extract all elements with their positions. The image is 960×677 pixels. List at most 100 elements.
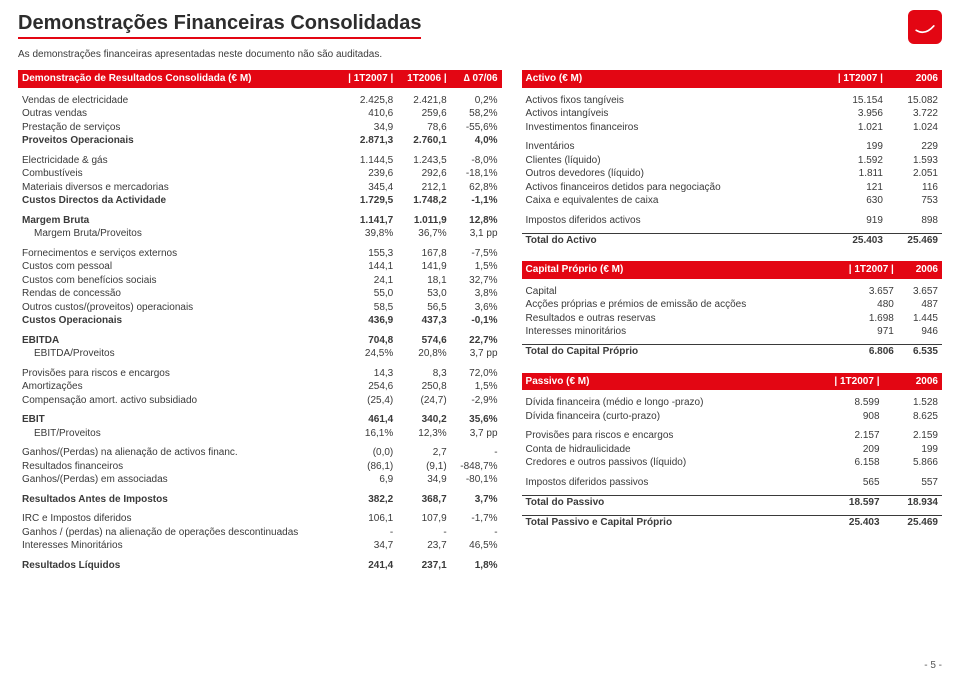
hdr-c1: 1T2007 (354, 73, 388, 84)
row-label: Combustíveis (18, 167, 338, 181)
hdr-c2: 2006 (916, 264, 938, 275)
balance-table: Activo (€ M)| 1T2007 |2006Activos fixos … (522, 70, 942, 247)
row-label: Ganhos/(Perdas) na alienação de activos … (18, 446, 338, 460)
row-value: 345,4 (338, 181, 398, 195)
row-label: Total do Activo (522, 233, 812, 247)
row-value: 1.243,5 (397, 154, 450, 168)
row-value: 946 (898, 325, 942, 339)
row-value: 24,5% (338, 347, 398, 361)
row-value: 155,3 (338, 247, 398, 261)
row-value: 18.597 (803, 495, 883, 509)
row-value: 1.748,2 (397, 194, 450, 208)
row-value: 8,3 (397, 367, 450, 381)
row-value: 167,8 (397, 247, 450, 261)
row-value: 24,1 (338, 274, 398, 288)
row-value: 480 (827, 298, 898, 312)
page-title: Demonstrações Financeiras Consolidadas (18, 12, 421, 39)
row-value: (24,7) (397, 394, 450, 408)
row-value: -848,7% (451, 460, 502, 474)
row-value: 199 (811, 140, 887, 154)
row-value: 340,2 (397, 413, 450, 427)
row-value: 56,5 (397, 301, 450, 315)
income-statement-table: Demonstração de Resultados Consolidada (… (18, 70, 502, 572)
row-label: Resultados Líquidos (18, 559, 338, 573)
row-value: 1.021 (811, 121, 887, 135)
row-value: 3.722 (887, 107, 942, 121)
row-label: Ganhos / (perdas) na alienação de operaç… (18, 526, 338, 540)
row-value: 1.593 (887, 154, 942, 168)
row-value: 6,9 (338, 473, 398, 487)
row-value: 34,9 (338, 121, 398, 135)
row-value: 3,7% (451, 493, 502, 507)
row-value: 1.024 (887, 121, 942, 135)
row-value: -1,7% (451, 512, 502, 526)
row-label: Activos fixos tangíveis (522, 94, 812, 108)
row-label: Dívida financeira (médio e longo -prazo) (522, 396, 804, 410)
row-value: 557 (884, 476, 942, 490)
row-value: -7,5% (451, 247, 502, 261)
row-value: 1,5% (451, 260, 502, 274)
row-value: 12,8% (451, 214, 502, 228)
row-value: 78,6 (397, 121, 450, 135)
row-value: 3,8% (451, 287, 502, 301)
row-label: Custos Operacionais (18, 314, 338, 328)
row-value: 32,7% (451, 274, 502, 288)
row-value: 209 (803, 443, 883, 457)
row-value: 237,1 (397, 559, 450, 573)
row-label: Interesses minoritários (522, 325, 827, 339)
row-value: 487 (898, 298, 942, 312)
row-value: 25.403 (803, 515, 883, 529)
row-value: 22,7% (451, 334, 502, 348)
row-value: 141,9 (397, 260, 450, 274)
row-value: 55,0 (338, 287, 398, 301)
row-value: 8.625 (884, 410, 942, 424)
row-value: 437,3 (397, 314, 450, 328)
row-value: 704,8 (338, 334, 398, 348)
row-label: Total do Capital Próprio (522, 345, 827, 359)
row-value: 919 (811, 214, 887, 228)
row-value: (86,1) (338, 460, 398, 474)
row-label: Resultados e outras reservas (522, 312, 827, 326)
row-value: -2,9% (451, 394, 502, 408)
row-value: 72,0% (451, 367, 502, 381)
row-label: Impostos diferidos activos (522, 214, 812, 228)
hdr-label: Passivo (€ M) (522, 373, 804, 391)
row-value: 23,7 (397, 539, 450, 553)
row-value: 630 (811, 194, 887, 208)
row-value: 3,6% (451, 301, 502, 315)
row-value: 3.956 (811, 107, 887, 121)
row-value: 116 (887, 181, 942, 195)
row-label: Interesses Minoritários (18, 539, 338, 553)
row-value: 25.469 (887, 233, 942, 247)
hdr-c2: 2006 (916, 376, 938, 387)
row-value: - (338, 526, 398, 540)
row-value: 2.760,1 (397, 134, 450, 148)
row-value: 2.421,8 (397, 94, 450, 108)
hdr-label: Demonstração de Resultados Consolidada (… (18, 70, 338, 88)
row-value: 35,6% (451, 413, 502, 427)
row-value: 58,2% (451, 107, 502, 121)
row-value: 3,7 pp (451, 347, 502, 361)
row-value: 20,8% (397, 347, 450, 361)
row-value: (9,1) (397, 460, 450, 474)
row-value: 36,7% (397, 227, 450, 241)
row-value: 3,1 pp (451, 227, 502, 241)
table-header-row: Demonstração de Resultados Consolidada (… (18, 70, 502, 88)
row-value: 382,2 (338, 493, 398, 507)
row-label: Inventários (522, 140, 812, 154)
row-label: Total Passivo e Capital Próprio (522, 515, 804, 529)
row-label: Credores e outros passivos (líquido) (522, 456, 804, 470)
row-value: -80,1% (451, 473, 502, 487)
row-value: 2.157 (803, 429, 883, 443)
row-value: 144,1 (338, 260, 398, 274)
hdr-label: Activo (€ M) (522, 70, 812, 88)
hdr-c2: 1T2006 (407, 73, 441, 84)
row-label: Materiais diversos e mercadorias (18, 181, 338, 195)
row-value: 4,0% (451, 134, 502, 148)
row-label: Ganhos/(Perdas) em associadas (18, 473, 338, 487)
row-value: 1.011,9 (397, 214, 450, 228)
row-label: Caixa e equivalentes de caixa (522, 194, 812, 208)
row-label: EBIT/Proveitos (18, 427, 338, 441)
row-value: 6.806 (827, 345, 898, 359)
row-value: 58,5 (338, 301, 398, 315)
